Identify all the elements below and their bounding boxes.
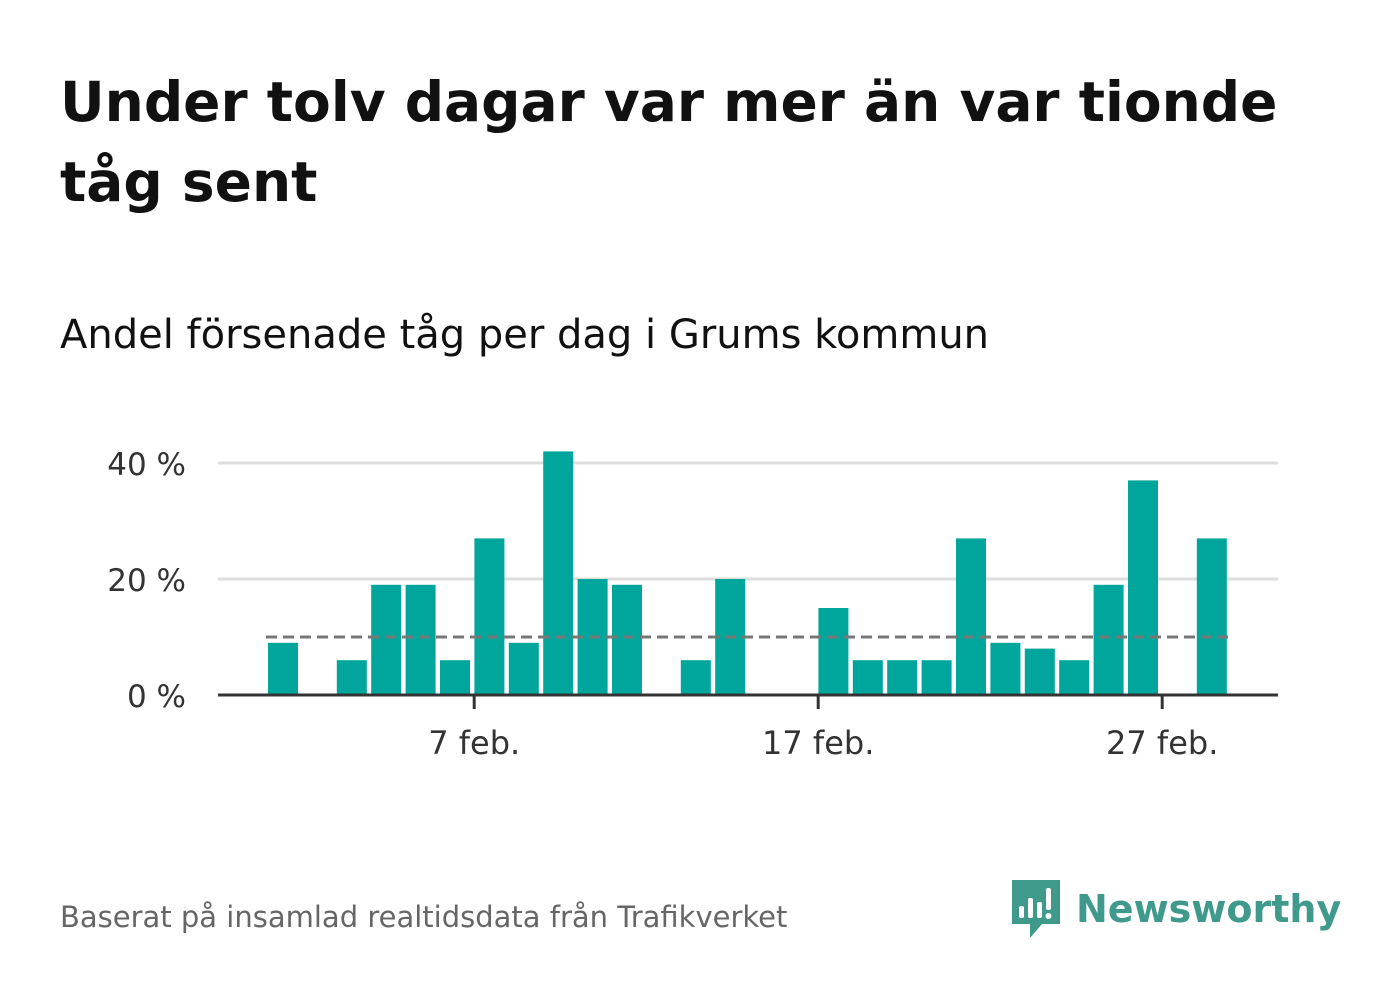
- bar: [887, 660, 918, 695]
- bar: [921, 660, 952, 695]
- bar: [612, 584, 642, 695]
- chart-subtitle: Andel försenade tåg per dag i Grums komm…: [60, 312, 990, 358]
- bar: [336, 660, 367, 695]
- bar: [508, 642, 539, 695]
- bar: [990, 642, 1021, 695]
- bar: [1024, 648, 1055, 695]
- bar: [1196, 538, 1227, 695]
- bar: [474, 538, 505, 695]
- x-tick-label: 17 feb.: [762, 724, 874, 762]
- newsworthy-logo-icon: [1012, 880, 1060, 938]
- y-tick-label: 0 %: [127, 679, 186, 715]
- source-note: Baserat på insamlad realtidsdata från Tr…: [60, 900, 788, 934]
- y-tick-label: 40 %: [107, 447, 186, 483]
- x-tick-label: 27 feb.: [1106, 724, 1218, 762]
- y-tick-label: 20 %: [107, 563, 186, 599]
- bar: [543, 451, 574, 695]
- brand-name: Newsworthy: [1076, 887, 1342, 931]
- bar: [1093, 584, 1124, 695]
- bar: [1059, 660, 1090, 695]
- grid-lines: [218, 461, 1278, 581]
- bar: [680, 660, 711, 695]
- bar: [440, 660, 470, 695]
- bar: [268, 642, 298, 695]
- chart-title: Under tolv dagar var mer än var tionde t…: [60, 70, 1278, 214]
- bar: [1128, 480, 1158, 695]
- bars: [268, 451, 1227, 695]
- bar: [852, 660, 883, 695]
- x-tick-label: 7 feb.: [428, 724, 520, 762]
- axes: 0 % 20 % 40 % 7 feb. 17 feb. 27 feb.: [107, 447, 1278, 762]
- brand-logo: Newsworthy: [1010, 878, 1341, 940]
- bar: [405, 584, 436, 695]
- bar: [956, 538, 986, 695]
- bar: [818, 608, 849, 695]
- bar: [371, 584, 402, 695]
